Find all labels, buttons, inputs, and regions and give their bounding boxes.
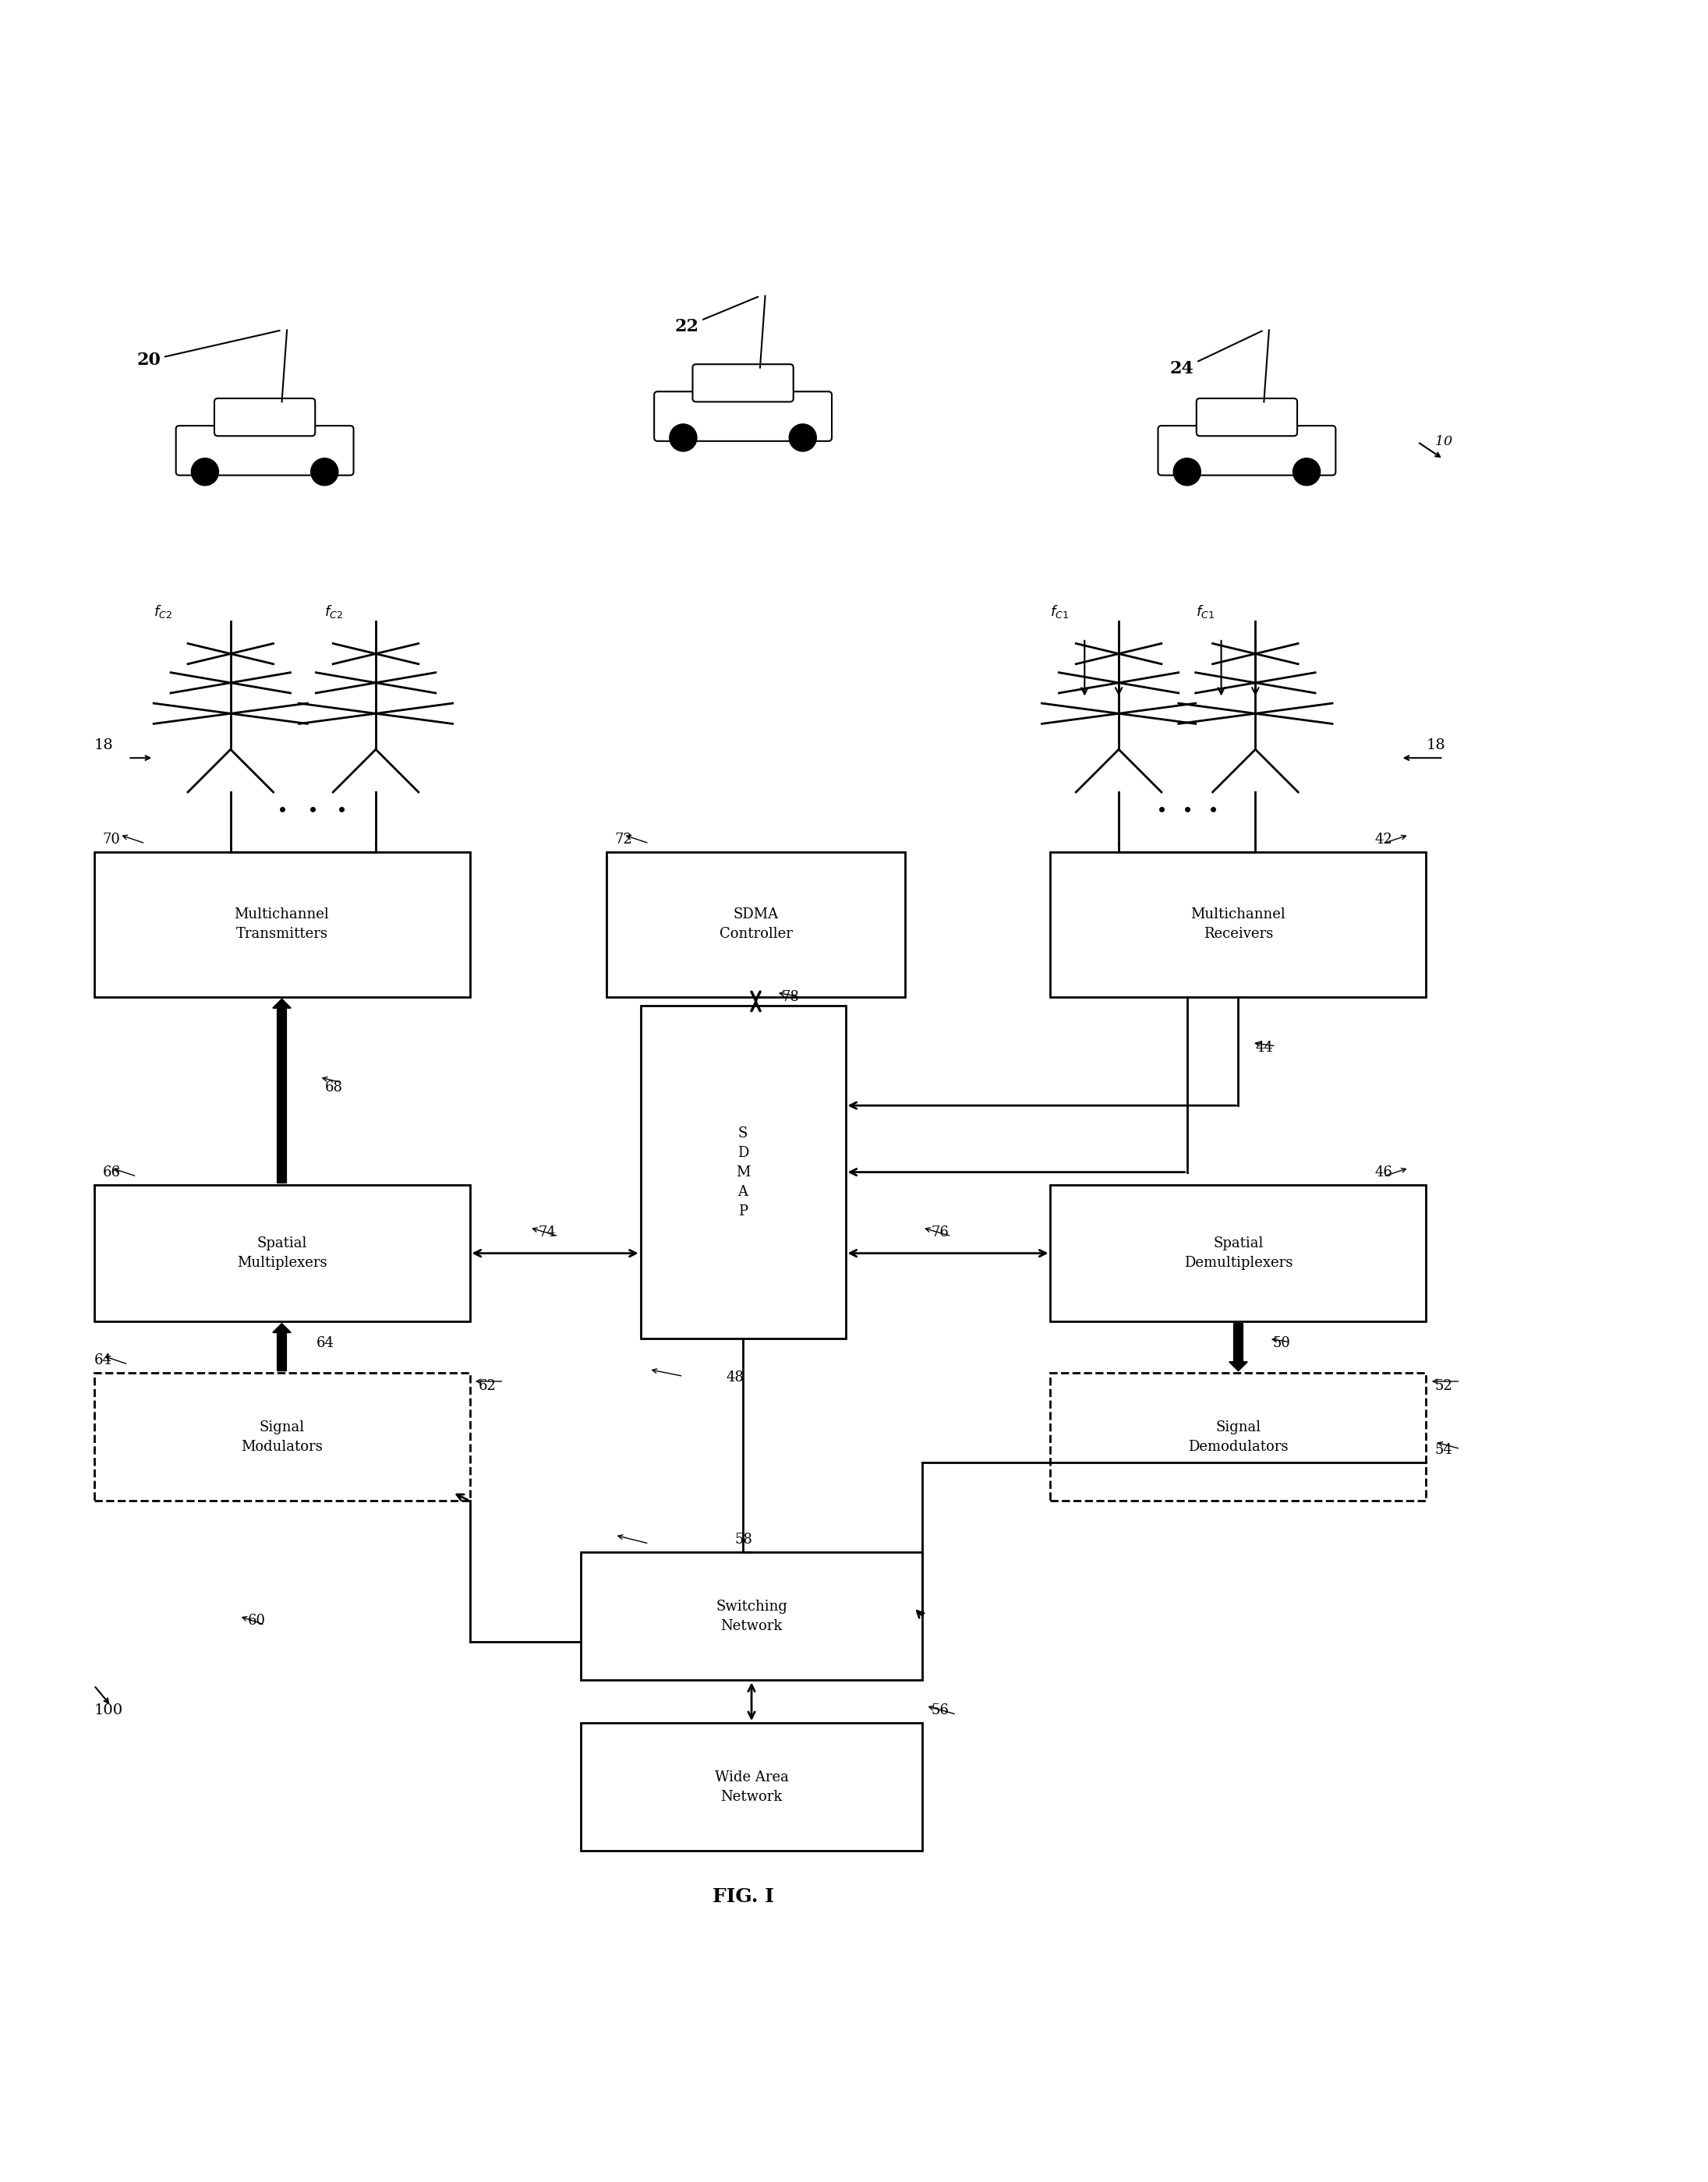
FancyBboxPatch shape <box>94 1185 470 1322</box>
Text: 18: 18 <box>94 738 113 753</box>
Circle shape <box>1293 458 1320 487</box>
Text: $f_{C2}$: $f_{C2}$ <box>154 604 173 620</box>
Text: 50: 50 <box>1272 1335 1290 1351</box>
Text: 72: 72 <box>615 831 632 847</box>
Text: 78: 78 <box>782 991 799 1004</box>
Text: 18: 18 <box>1426 738 1445 753</box>
Text: 68: 68 <box>325 1080 342 1093</box>
Text: 42: 42 <box>1375 831 1392 847</box>
FancyBboxPatch shape <box>1050 1372 1426 1501</box>
Circle shape <box>789 423 816 452</box>
Text: SDMA
Controller: SDMA Controller <box>719 908 793 940</box>
Text: 58: 58 <box>734 1532 752 1547</box>
Circle shape <box>1173 458 1201 487</box>
Text: Spatial
Demultiplexers: Spatial Demultiplexers <box>1184 1237 1293 1270</box>
Text: 66: 66 <box>102 1165 120 1180</box>
Text: 64: 64 <box>316 1335 333 1351</box>
Text: 76: 76 <box>931 1226 948 1239</box>
Text: Spatial
Multiplexers: Spatial Multiplexers <box>237 1237 326 1270</box>
FancyBboxPatch shape <box>654 391 832 441</box>
FancyBboxPatch shape <box>1196 399 1298 436</box>
Text: $f_{C1}$: $f_{C1}$ <box>1196 604 1214 620</box>
Text: 24: 24 <box>1170 332 1262 377</box>
FancyBboxPatch shape <box>581 1724 922 1850</box>
FancyBboxPatch shape <box>1158 425 1336 476</box>
FancyBboxPatch shape <box>693 364 793 401</box>
Text: Multichannel
Transmitters: Multichannel Transmitters <box>234 908 330 940</box>
Text: 100: 100 <box>94 1704 123 1717</box>
Text: 22: 22 <box>675 297 758 334</box>
Text: Wide Area
Network: Wide Area Network <box>714 1770 789 1805</box>
Text: 52: 52 <box>1435 1379 1452 1392</box>
Text: S
D
M
A
P: S D M A P <box>736 1126 750 1218</box>
FancyBboxPatch shape <box>94 1372 470 1501</box>
FancyBboxPatch shape <box>215 399 314 436</box>
Text: 70: 70 <box>102 831 120 847</box>
FancyBboxPatch shape <box>581 1551 922 1680</box>
Text: Multichannel
Receivers: Multichannel Receivers <box>1190 908 1286 940</box>
Text: $f_{C2}$: $f_{C2}$ <box>325 604 343 620</box>
Circle shape <box>311 458 338 487</box>
Text: 64: 64 <box>94 1353 111 1368</box>
FancyBboxPatch shape <box>176 425 354 476</box>
FancyBboxPatch shape <box>606 851 905 997</box>
Text: $\mathregular{^{10}}$: $\mathregular{^{10}}$ <box>1435 436 1454 454</box>
Circle shape <box>191 458 219 487</box>
Text: 20: 20 <box>137 329 280 369</box>
FancyBboxPatch shape <box>1050 1185 1426 1322</box>
Text: FIG. I: FIG. I <box>712 1887 774 1907</box>
FancyBboxPatch shape <box>1050 851 1426 997</box>
Circle shape <box>670 423 697 452</box>
Text: Switching
Network: Switching Network <box>716 1599 787 1632</box>
FancyBboxPatch shape <box>94 851 470 997</box>
Text: Signal
Modulators: Signal Modulators <box>241 1420 323 1453</box>
Text: $f_{C1}$: $f_{C1}$ <box>1050 604 1069 620</box>
Text: 56: 56 <box>931 1704 948 1717</box>
Text: Signal
Demodulators: Signal Demodulators <box>1189 1420 1288 1453</box>
Text: 54: 54 <box>1435 1442 1452 1458</box>
Text: 48: 48 <box>726 1370 743 1386</box>
Text: 74: 74 <box>538 1226 555 1239</box>
Text: 46: 46 <box>1375 1165 1392 1180</box>
Text: 60: 60 <box>248 1615 265 1628</box>
FancyBboxPatch shape <box>640 1006 845 1340</box>
Text: 44: 44 <box>1255 1041 1272 1054</box>
Text: 62: 62 <box>478 1379 495 1392</box>
